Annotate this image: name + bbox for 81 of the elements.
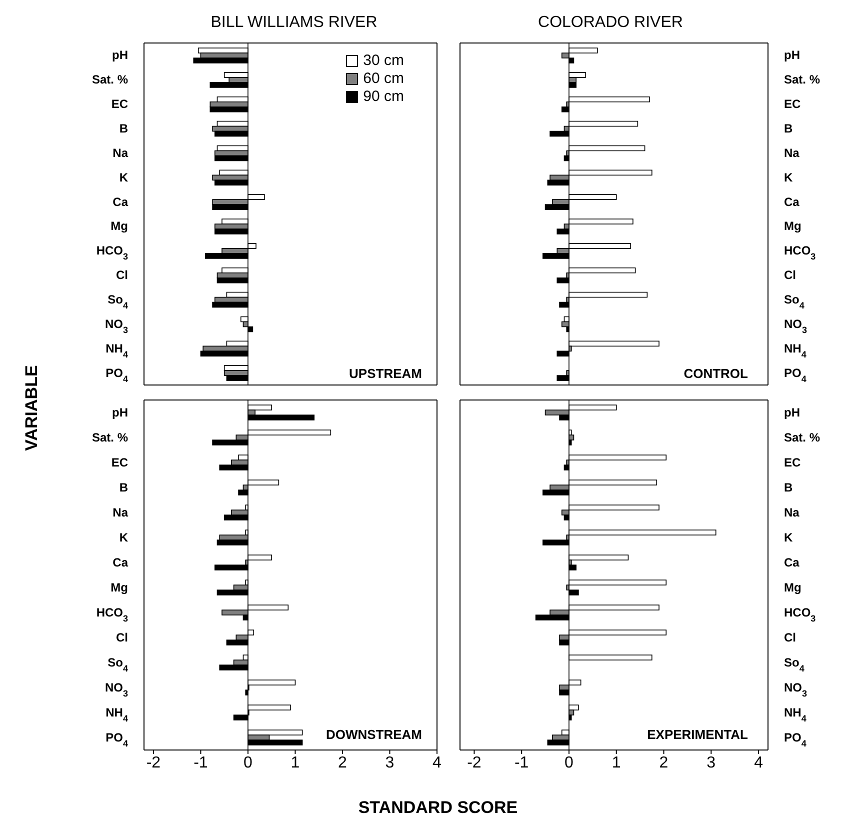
- y-tick-label: HCO$_{3}$: [784, 244, 816, 262]
- y-tick-label: NH$_{4}$: [106, 341, 128, 360]
- y-tick-label: Ca: [112, 194, 128, 209]
- y-tick-label: So$_{4}$: [108, 656, 128, 674]
- annotation: CONTROL: [684, 366, 748, 381]
- y-tick-label: EC: [111, 456, 128, 470]
- y-tick-label: NO$_{3}$: [784, 680, 808, 698]
- y-tick-label: B: [119, 480, 128, 494]
- chart-title: BILL WILLIAMS RIVER: [210, 14, 378, 31]
- y-tick-label: Mg: [784, 219, 802, 234]
- annotation: DOWNSTREAM: [326, 727, 422, 742]
- y-tick-label: Mg: [110, 219, 128, 234]
- y-tick-label: NO$_{3}$: [784, 316, 808, 335]
- y-tick-label: Ca: [112, 556, 128, 570]
- x-tick-label: 2: [338, 754, 348, 772]
- y-tick-label: PO$_{4}$: [106, 730, 128, 748]
- y-tick-label: EC: [784, 97, 802, 112]
- y-tick-label: HCO$_{3}$: [96, 244, 128, 262]
- y-tick-label: Na: [784, 506, 800, 520]
- y-tick-label: Cl: [116, 630, 128, 644]
- x-tick-label: -1: [194, 754, 208, 772]
- x-tick-label: 1: [290, 754, 300, 772]
- y-tick-label: K: [784, 170, 793, 184]
- x-tick-label: -2: [146, 754, 161, 772]
- y-tick-label: Sat. %: [92, 72, 128, 87]
- y-tick-label: HCO$_{3}$: [96, 606, 128, 624]
- y-tick-label: Ca: [784, 556, 800, 570]
- y-tick-label: HCO$_{3}$: [784, 606, 816, 624]
- y-tick-label: PO$_{4}$: [784, 730, 806, 748]
- y-tick-label: Mg: [784, 580, 802, 594]
- y-tick-label: EC: [784, 456, 802, 470]
- x-tick-label: 4: [432, 754, 442, 772]
- y-tick-label: K: [784, 530, 793, 544]
- y-tick-label: Ca: [784, 194, 800, 209]
- y-tick-label: Sat. %: [784, 430, 820, 444]
- y-tick-label: So$_{4}$: [108, 292, 128, 310]
- y-tick-label: Cl: [116, 268, 128, 282]
- legend-label: 30 cm: [363, 52, 404, 69]
- x-tick-label: -1: [514, 754, 529, 772]
- y-tick-label: B: [119, 122, 128, 136]
- x-tick-label: 1: [612, 754, 621, 772]
- legend-label: 90 cm: [363, 88, 404, 105]
- x-tick-label: 2: [659, 754, 668, 772]
- x-axis-title: STANDARD SCORE: [358, 798, 518, 817]
- y-tick-label: pH: [784, 406, 800, 420]
- y-axis-title: VARIABLE: [22, 365, 41, 451]
- y-tick-label: EC: [111, 97, 128, 112]
- y-tick-label: pH: [112, 406, 128, 420]
- y-tick-label: PO$_{4}$: [106, 366, 128, 384]
- y-tick-label: NH$_{4}$: [784, 341, 806, 360]
- y-tick-label: B: [784, 122, 793, 136]
- y-tick-label: Cl: [784, 268, 796, 282]
- y-tick-label: Sat. %: [92, 430, 128, 444]
- y-tick-label: Na: [784, 146, 800, 160]
- annotation: UPSTREAM: [349, 366, 422, 381]
- y-tick-label: Cl: [784, 630, 796, 644]
- y-tick-label: Mg: [110, 580, 128, 594]
- chart-title: COLORADO RIVER: [538, 14, 683, 31]
- y-tick-label: So$_{4}$: [784, 292, 804, 310]
- y-tick-label: PO$_{4}$: [784, 366, 806, 384]
- y-tick-label: NO$_{3}$: [104, 680, 128, 698]
- legend-label: 60 cm: [363, 70, 404, 87]
- x-tick-label: 3: [385, 754, 394, 772]
- y-tick-label: B: [784, 480, 793, 494]
- y-tick-label: Na: [112, 506, 128, 520]
- y-tick-label: pH: [784, 48, 800, 62]
- y-tick-label: So$_{4}$: [784, 656, 804, 674]
- annotation: EXPERIMENTAL: [647, 727, 748, 742]
- y-tick-label: Na: [112, 146, 128, 160]
- x-tick-label: 3: [706, 754, 716, 772]
- y-tick-label: K: [119, 170, 128, 184]
- y-tick-label: NH$_{4}$: [106, 706, 128, 724]
- y-tick-label: Sat. %: [784, 72, 820, 87]
- y-tick-label: NH$_{4}$: [784, 706, 806, 724]
- x-tick-label: 4: [754, 754, 764, 772]
- x-tick-label: 0: [564, 754, 574, 772]
- x-tick-label: -2: [467, 754, 482, 772]
- y-tick-label: K: [119, 530, 128, 544]
- y-tick-label: NO$_{3}$: [104, 316, 128, 335]
- y-tick-label: pH: [112, 48, 128, 62]
- x-tick-label: 0: [244, 754, 253, 772]
